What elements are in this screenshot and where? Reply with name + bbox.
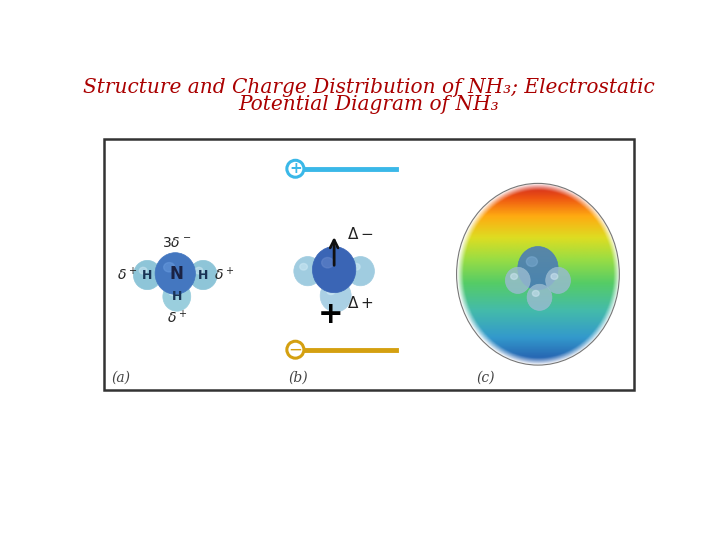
Ellipse shape xyxy=(327,287,336,295)
Text: $\delta^+$: $\delta^+$ xyxy=(214,266,234,284)
Ellipse shape xyxy=(163,282,191,311)
Ellipse shape xyxy=(527,284,552,310)
Ellipse shape xyxy=(189,260,217,289)
Text: $\delta^+$: $\delta^+$ xyxy=(166,309,187,326)
Ellipse shape xyxy=(320,280,351,312)
Text: (a): (a) xyxy=(112,371,131,385)
Ellipse shape xyxy=(322,258,333,268)
Ellipse shape xyxy=(155,253,195,294)
Ellipse shape xyxy=(505,267,530,294)
Ellipse shape xyxy=(300,264,307,270)
Ellipse shape xyxy=(168,289,176,295)
Ellipse shape xyxy=(510,274,518,279)
Text: H: H xyxy=(171,290,182,303)
Text: −: − xyxy=(289,341,302,359)
Ellipse shape xyxy=(163,262,175,272)
Text: H: H xyxy=(198,268,208,281)
Text: N: N xyxy=(170,265,184,284)
Ellipse shape xyxy=(346,256,374,286)
Text: Structure and Charge Distribution of NH₃; Electrostatic: Structure and Charge Distribution of NH₃… xyxy=(83,78,655,97)
Ellipse shape xyxy=(312,247,356,293)
Text: Potential Diagram of NH₃: Potential Diagram of NH₃ xyxy=(238,96,500,114)
Ellipse shape xyxy=(532,291,539,296)
Ellipse shape xyxy=(546,267,570,294)
Ellipse shape xyxy=(133,260,161,289)
Text: (c): (c) xyxy=(476,371,495,385)
Ellipse shape xyxy=(526,256,537,266)
Ellipse shape xyxy=(195,267,203,274)
Text: $\Delta-$: $\Delta-$ xyxy=(346,226,373,242)
Text: $3\delta^-$: $3\delta^-$ xyxy=(162,235,192,249)
Text: $\delta^+$: $\delta^+$ xyxy=(117,266,138,284)
Text: $\Delta+$: $\Delta+$ xyxy=(346,295,373,312)
Ellipse shape xyxy=(140,267,147,274)
Text: (b): (b) xyxy=(289,371,308,385)
Text: +: + xyxy=(318,300,344,329)
Bar xyxy=(104,139,634,390)
Ellipse shape xyxy=(294,256,322,286)
Text: +: + xyxy=(289,161,302,176)
Ellipse shape xyxy=(353,264,360,270)
Text: H: H xyxy=(142,268,153,281)
Ellipse shape xyxy=(551,274,558,279)
Ellipse shape xyxy=(518,247,558,289)
